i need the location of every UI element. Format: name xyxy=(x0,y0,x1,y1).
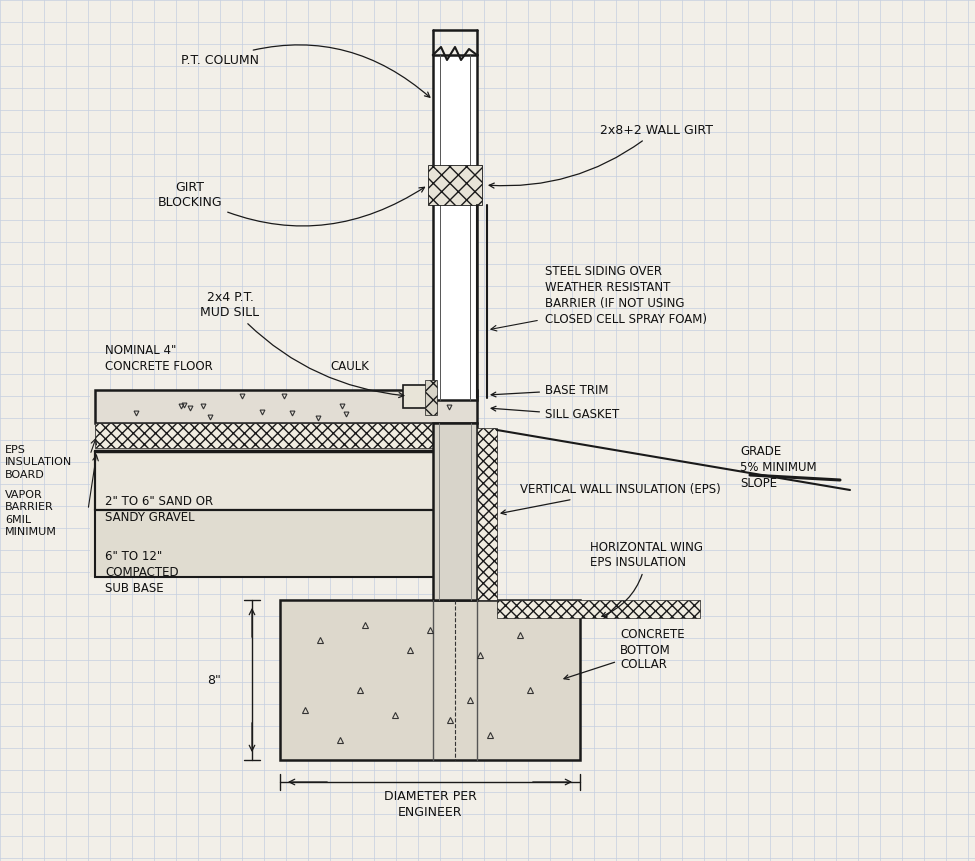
Bar xyxy=(90,390,443,577)
Text: GRADE
5% MINIMUM
SLOPE: GRADE 5% MINIMUM SLOPE xyxy=(740,445,817,490)
Text: 8": 8" xyxy=(207,673,221,686)
Bar xyxy=(433,423,477,600)
Text: DIAMETER PER
ENGINEER: DIAMETER PER ENGINEER xyxy=(383,790,477,819)
Bar xyxy=(433,55,477,400)
Bar xyxy=(95,510,438,577)
Bar xyxy=(95,423,433,448)
Text: VERTICAL WALL INSULATION (EPS): VERTICAL WALL INSULATION (EPS) xyxy=(501,484,721,515)
Text: CAULK: CAULK xyxy=(330,360,369,373)
Text: 2x8+2 WALL GIRT: 2x8+2 WALL GIRT xyxy=(489,123,713,188)
Bar xyxy=(497,600,700,618)
Text: 6" TO 12"
COMPACTED
SUB BASE: 6" TO 12" COMPACTED SUB BASE xyxy=(105,550,178,595)
Text: SILL GASKET: SILL GASKET xyxy=(491,406,619,422)
Bar xyxy=(428,165,482,205)
Text: 2x4 P.T.
MUD SILL: 2x4 P.T. MUD SILL xyxy=(201,291,404,398)
Text: HORIZONTAL WING
EPS INSULATION: HORIZONTAL WING EPS INSULATION xyxy=(590,541,703,616)
Bar xyxy=(403,385,433,408)
Text: BASE TRIM: BASE TRIM xyxy=(491,383,608,397)
Text: GIRT
BLOCKING: GIRT BLOCKING xyxy=(158,181,424,226)
Bar xyxy=(280,600,580,760)
Text: STEEL SIDING OVER
WEATHER RESISTANT
BARRIER (IF NOT USING
CLOSED CELL SPRAY FOAM: STEEL SIDING OVER WEATHER RESISTANT BARR… xyxy=(545,265,707,326)
Text: 2" TO 6" SAND OR
SANDY GRAVEL: 2" TO 6" SAND OR SANDY GRAVEL xyxy=(105,495,214,524)
Bar xyxy=(477,428,497,600)
Text: VAPOR
BARRIER
6MIL
MINIMUM: VAPOR BARRIER 6MIL MINIMUM xyxy=(5,490,57,537)
Text: CONCRETE
BOTTOM
COLLAR: CONCRETE BOTTOM COLLAR xyxy=(564,629,684,679)
Bar xyxy=(425,380,437,415)
Bar xyxy=(95,451,438,510)
Text: NOMINAL 4"
CONCRETE FLOOR: NOMINAL 4" CONCRETE FLOOR xyxy=(105,344,213,373)
Text: P.T. COLUMN: P.T. COLUMN xyxy=(181,45,430,97)
Bar xyxy=(95,390,477,423)
Text: EPS
INSULATION
BOARD: EPS INSULATION BOARD xyxy=(5,445,72,480)
